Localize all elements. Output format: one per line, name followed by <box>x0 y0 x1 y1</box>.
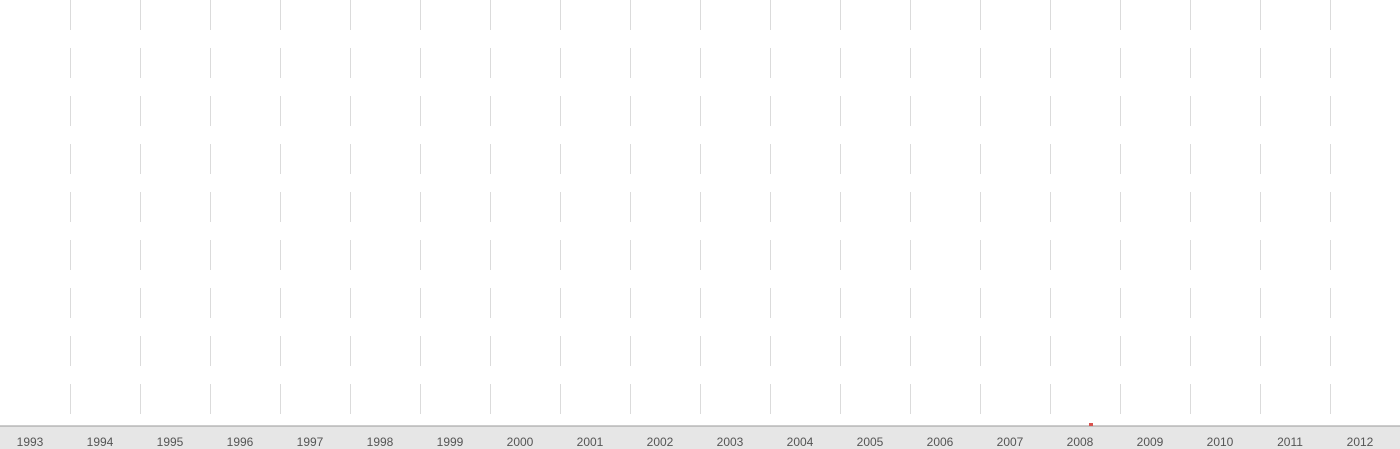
x-tick-label: 2005 <box>857 435 884 449</box>
x-axis-band <box>0 426 1400 449</box>
x-tick-label: 2008 <box>1067 435 1094 449</box>
x-tick-label: 2007 <box>997 435 1024 449</box>
x-tick-label: 2011 <box>1277 435 1303 449</box>
x-tick-label: 2000 <box>507 435 534 449</box>
x-tick-label: 2010 <box>1207 435 1234 449</box>
x-tick-label: 1993 <box>17 435 44 449</box>
bar <box>1089 423 1093 426</box>
x-tick-label: 1999 <box>437 435 464 449</box>
x-tick-label: 2002 <box>647 435 674 449</box>
x-tick-label: 1998 <box>367 435 394 449</box>
x-tick-label: 1997 <box>297 435 324 449</box>
x-tick-label: 2004 <box>787 435 814 449</box>
x-tick-label: 2012 <box>1347 435 1374 449</box>
x-tick-label: 2009 <box>1137 435 1164 449</box>
grid-lines <box>70 0 1331 449</box>
x-tick-label: 1994 <box>87 435 114 449</box>
bars <box>1089 423 1093 426</box>
x-tick-label: 2003 <box>717 435 744 449</box>
x-tick-label: 2006 <box>927 435 954 449</box>
x-axis-tick-labels: 1993 1994 1995 1996 1997 1998 1999 2000 2001 2002… <box>17 435 1374 449</box>
x-tick-label: 1996 <box>227 435 254 449</box>
x-tick-label: 2001 <box>577 435 604 449</box>
x-tick-label: 1995 <box>157 435 184 449</box>
